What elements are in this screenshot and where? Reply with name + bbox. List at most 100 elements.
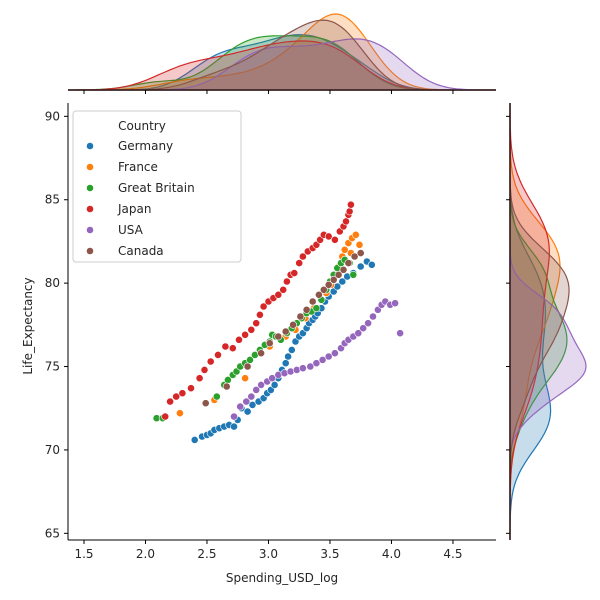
point-germany bbox=[230, 422, 238, 431]
point-japan bbox=[345, 207, 354, 216]
y-tick-label: 65 bbox=[45, 526, 60, 540]
point-japan bbox=[324, 232, 333, 241]
y-tick-label: 85 bbox=[45, 193, 60, 207]
point-france bbox=[351, 230, 360, 239]
legend-label-canada: Canada bbox=[118, 244, 164, 258]
point-japan bbox=[282, 277, 291, 286]
point-usa bbox=[324, 352, 333, 361]
point-usa bbox=[257, 380, 265, 389]
x-tick-label: 3.5 bbox=[320, 547, 339, 561]
point-canada bbox=[281, 327, 290, 336]
point-canada bbox=[201, 399, 210, 408]
point-japan bbox=[342, 217, 350, 226]
legend-entry-germany: Germany bbox=[86, 139, 173, 153]
y-tick-label: 70 bbox=[45, 443, 60, 457]
point-japan bbox=[252, 319, 261, 328]
scatter-points bbox=[152, 200, 404, 444]
point-japan bbox=[290, 269, 299, 277]
x-tick-label: 2.5 bbox=[197, 547, 216, 561]
point-canada bbox=[339, 265, 348, 274]
legend-entry-france: France bbox=[86, 160, 158, 174]
point-canada bbox=[302, 305, 311, 314]
point-canada bbox=[243, 362, 252, 371]
point-japan bbox=[166, 397, 174, 406]
legend-marker-canada bbox=[86, 247, 94, 255]
point-japan bbox=[259, 302, 268, 311]
point-canada bbox=[289, 320, 297, 329]
point-canada bbox=[334, 270, 343, 279]
point-canada bbox=[274, 332, 283, 341]
point-canada bbox=[329, 275, 338, 284]
point-japan bbox=[241, 330, 249, 339]
point-canada bbox=[356, 249, 365, 257]
legend-marker-great-britain bbox=[86, 184, 94, 192]
point-germany bbox=[270, 380, 279, 389]
x-tick-label: 1.5 bbox=[74, 547, 93, 561]
x-axis-ticks: 1.5 2.0 2.5 3.0 3.5 4.0 4.5 bbox=[74, 90, 463, 561]
point-usa bbox=[247, 392, 256, 401]
legend-label-usa: USA bbox=[118, 223, 144, 237]
legend-label-france: France bbox=[118, 160, 158, 174]
point-canada bbox=[319, 285, 328, 294]
point-usa bbox=[298, 364, 307, 373]
point-japan bbox=[346, 200, 355, 209]
point-germany bbox=[248, 400, 257, 409]
point-usa bbox=[359, 324, 368, 333]
point-usa bbox=[369, 312, 377, 321]
point-germany bbox=[356, 262, 365, 271]
point-japan bbox=[228, 344, 237, 353]
point-usa bbox=[354, 329, 363, 338]
x-tick-label: 2.0 bbox=[136, 547, 155, 561]
point-japan bbox=[295, 259, 304, 267]
point-usa bbox=[391, 299, 399, 308]
x-axis-title: Spending_USD_log bbox=[226, 571, 338, 585]
point-japan bbox=[214, 350, 222, 359]
point-france bbox=[340, 245, 349, 254]
legend-frame bbox=[72, 110, 242, 263]
point-germany bbox=[338, 277, 347, 286]
legend: Country Germany France Great Britain Japan U… bbox=[72, 110, 242, 263]
point-great-britain bbox=[212, 392, 221, 401]
legend-label-great-britain: Great Britain bbox=[118, 181, 195, 195]
point-great-britain bbox=[349, 270, 358, 279]
legend-label-germany: Germany bbox=[118, 139, 173, 153]
point-japan bbox=[161, 412, 170, 421]
point-japan bbox=[195, 374, 204, 383]
point-japan bbox=[330, 235, 339, 244]
point-usa bbox=[230, 412, 238, 421]
point-canada bbox=[296, 312, 305, 321]
point-japan bbox=[235, 335, 243, 344]
x-tick-label: 4.0 bbox=[382, 547, 401, 561]
legend-marker-usa bbox=[86, 226, 94, 234]
right-kde-japan bbox=[509, 103, 550, 540]
point-france bbox=[241, 374, 249, 383]
point-usa bbox=[318, 355, 327, 364]
point-canada bbox=[344, 259, 353, 267]
point-canada bbox=[324, 280, 333, 289]
point-canada bbox=[222, 382, 231, 391]
point-usa bbox=[252, 385, 261, 394]
point-france bbox=[175, 409, 184, 418]
point-japan bbox=[206, 357, 215, 366]
point-usa bbox=[268, 374, 277, 383]
point-japan bbox=[279, 285, 288, 294]
point-germany bbox=[243, 407, 252, 416]
point-germany bbox=[367, 260, 376, 269]
point-japan bbox=[247, 325, 256, 334]
legend-entries: Germany France Great Britain Japan USA Canada bbox=[86, 139, 195, 258]
point-usa bbox=[396, 329, 404, 338]
legend-entry-great-britain: Great Britain bbox=[86, 181, 195, 195]
top-kde-france bbox=[68, 13, 496, 91]
legend-entry-usa: USA bbox=[86, 223, 144, 237]
legend-marker-germany bbox=[86, 142, 94, 150]
point-japan bbox=[178, 389, 187, 398]
point-usa bbox=[330, 349, 339, 358]
point-japan bbox=[172, 392, 181, 401]
legend-entry-canada: Canada bbox=[86, 244, 164, 258]
point-canada bbox=[308, 297, 317, 306]
point-japan bbox=[274, 290, 283, 299]
y-tick-label: 80 bbox=[45, 276, 60, 290]
point-france bbox=[355, 240, 364, 249]
